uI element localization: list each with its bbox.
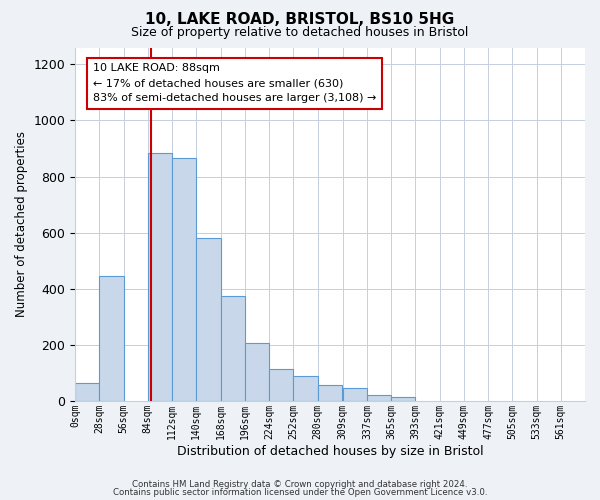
Bar: [75, 382, 100, 401]
Text: Contains HM Land Registry data © Crown copyright and database right 2024.: Contains HM Land Registry data © Crown c…: [132, 480, 468, 489]
Text: 10, LAKE ROAD, BRISTOL, BS10 5HG: 10, LAKE ROAD, BRISTOL, BS10 5HG: [145, 12, 455, 28]
Bar: [293, 376, 317, 401]
Bar: [317, 386, 342, 401]
Text: Size of property relative to detached houses in Bristol: Size of property relative to detached ho…: [131, 26, 469, 39]
Bar: [269, 368, 293, 401]
Bar: [172, 158, 196, 401]
Bar: [391, 396, 415, 401]
Text: Contains public sector information licensed under the Open Government Licence v3: Contains public sector information licen…: [113, 488, 487, 497]
Bar: [148, 152, 172, 401]
Bar: [196, 238, 221, 401]
Bar: [100, 276, 124, 401]
Bar: [221, 296, 245, 401]
Y-axis label: Number of detached properties: Number of detached properties: [15, 131, 28, 317]
Bar: [343, 388, 367, 401]
Bar: [245, 344, 269, 401]
Text: 10 LAKE ROAD: 88sqm
← 17% of detached houses are smaller (630)
83% of semi-detac: 10 LAKE ROAD: 88sqm ← 17% of detached ho…: [93, 64, 376, 103]
Bar: [367, 396, 391, 401]
X-axis label: Distribution of detached houses by size in Bristol: Distribution of detached houses by size …: [177, 444, 484, 458]
